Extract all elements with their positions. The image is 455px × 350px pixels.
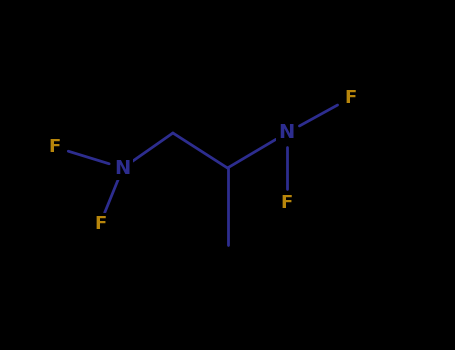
Text: N: N bbox=[278, 124, 295, 142]
Text: F: F bbox=[344, 89, 356, 107]
Text: F: F bbox=[49, 138, 61, 156]
Text: N: N bbox=[115, 159, 131, 177]
Text: F: F bbox=[94, 215, 106, 233]
Text: F: F bbox=[281, 194, 293, 212]
